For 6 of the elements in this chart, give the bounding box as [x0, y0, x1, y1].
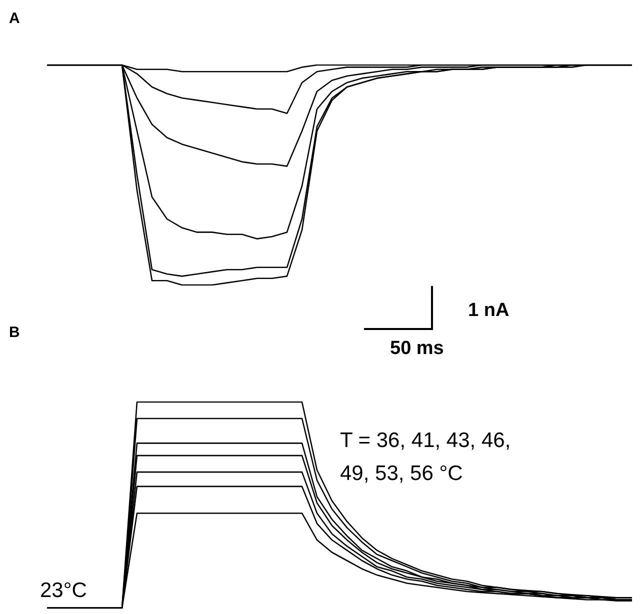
chart-title: A	[9, 10, 20, 27]
text: 1 nA	[468, 300, 510, 323]
chart-title: B	[9, 324, 20, 341]
annotation: 23°C	[40, 578, 87, 604]
text: 50 ms	[390, 338, 444, 361]
annotation: T = 36, 41, 43, 46, 49, 53, 56 °C	[340, 428, 511, 487]
